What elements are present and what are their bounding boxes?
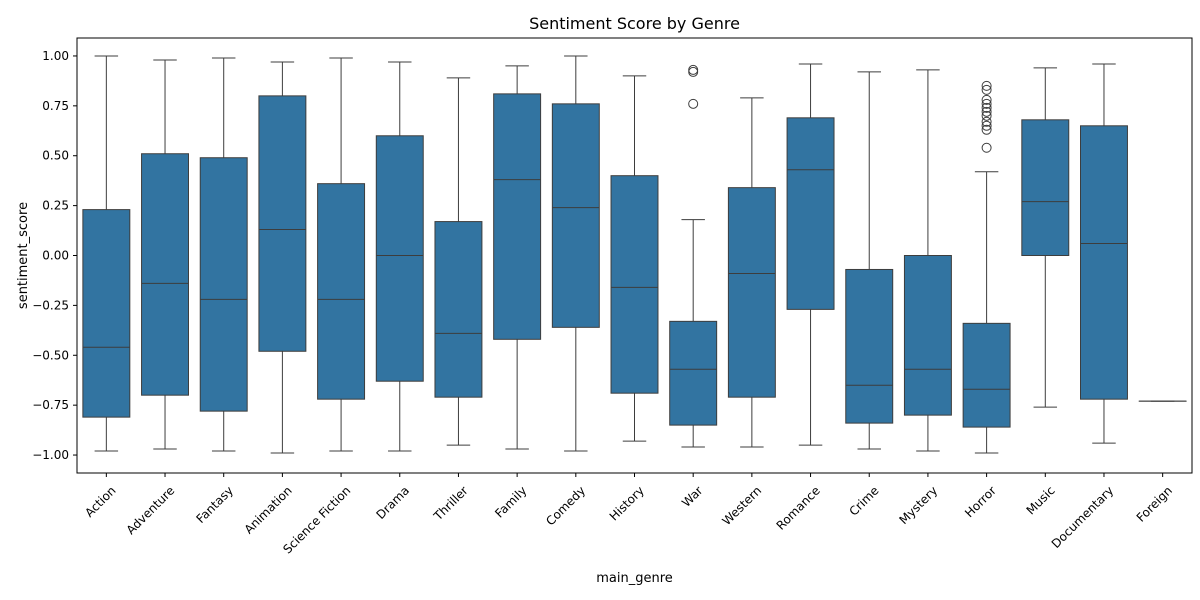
outlier-point (981, 106, 992, 117)
box (786, 117, 835, 310)
y-tick-label: 0.50 (42, 149, 69, 163)
y-tick-label: −0.50 (32, 348, 69, 362)
box-group (610, 75, 659, 442)
box-group (1021, 67, 1070, 408)
box (258, 95, 307, 352)
outlier-point (981, 84, 992, 95)
y-tick-label: −0.75 (32, 398, 69, 412)
y-tick-label: 0.25 (42, 199, 69, 213)
outlier-point (981, 124, 992, 135)
outlier-point (981, 94, 992, 105)
box (727, 187, 776, 398)
outlier-point (981, 110, 992, 121)
box (669, 320, 718, 426)
box (610, 175, 659, 394)
outlier-point (981, 142, 992, 153)
outlier-point (981, 80, 992, 91)
y-axis: −1.00 −0.75 −0.50 −0.25 0.00 0.25 0.50 0.75 1.00 (32, 49, 77, 462)
outlier-point (688, 98, 699, 109)
box-group (199, 57, 248, 452)
outlier-point (981, 120, 992, 131)
box (141, 153, 189, 396)
box (903, 255, 952, 416)
box-group (1080, 63, 1128, 444)
box-group (375, 61, 424, 452)
box-group (434, 77, 483, 446)
box-group (258, 61, 307, 454)
box-group (493, 65, 542, 450)
box (317, 183, 366, 400)
box (434, 221, 483, 398)
box (845, 268, 894, 424)
box (493, 93, 542, 340)
y-tick-label: −0.25 (32, 298, 69, 312)
box-group (82, 55, 131, 452)
y-axis-label: sentiment_score (16, 202, 31, 309)
box (962, 322, 1011, 428)
plot-area (82, 55, 1187, 454)
box-group (845, 71, 894, 450)
y-tick-label: 0.75 (42, 99, 69, 113)
box-group (317, 57, 366, 452)
y-tick-label: −1.00 (32, 448, 69, 462)
box-group (903, 69, 952, 452)
box (1080, 125, 1128, 400)
box (1021, 119, 1070, 257)
y-tick-label: 0.00 (42, 249, 69, 263)
outlier-point (981, 98, 992, 109)
box-group (962, 80, 1011, 454)
box-group (551, 55, 600, 452)
box-group (786, 63, 835, 446)
box (551, 103, 600, 328)
outlier-point (981, 102, 992, 113)
box (375, 135, 424, 382)
outlier-point (981, 116, 992, 127)
chart-title: Sentiment Score by Genre (529, 14, 740, 33)
x-axis-label: main_genre (596, 571, 673, 586)
box-group (141, 59, 189, 450)
box-group (727, 97, 776, 448)
outlier-point (688, 64, 699, 75)
box-group (669, 64, 718, 448)
y-tick-label: 1.00 (42, 49, 69, 63)
box (82, 209, 131, 418)
box (199, 157, 248, 412)
